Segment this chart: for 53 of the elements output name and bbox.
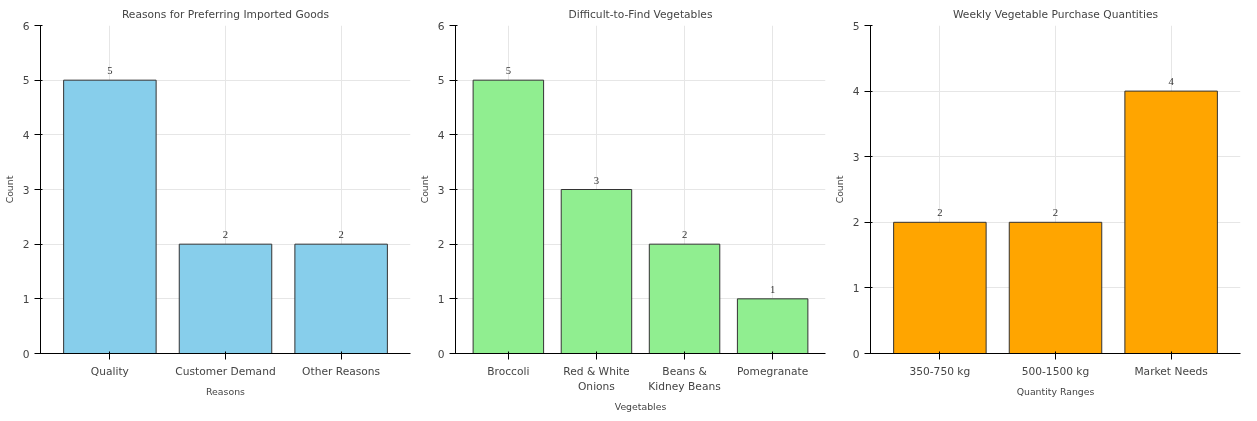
x-tick-label: Other Reasons	[302, 364, 381, 378]
data-label: 2	[1052, 207, 1059, 219]
x-tick-label: Red & White Onions	[563, 364, 630, 394]
y-tick-label: 3	[437, 183, 445, 197]
data-label: 3	[593, 174, 600, 186]
y-axis-title: Count	[418, 175, 430, 204]
x-axis-title: Reasons	[206, 385, 246, 397]
x-axis-title: Vegetables	[614, 401, 667, 413]
data-label: 2	[222, 229, 229, 241]
y-tick-label: 6	[22, 19, 30, 33]
y-tick-label: 4	[22, 128, 30, 142]
chart-title: Reasons for Preferring Imported Goods	[121, 7, 330, 21]
x-tick-label: 500-1500 kg	[1021, 364, 1090, 378]
y-tick-label: 1	[852, 281, 860, 295]
data-label: 2	[338, 229, 344, 241]
y-tick-label: 0	[437, 347, 445, 361]
chart-title: Weekly Vegetable Purchase Quantities	[952, 7, 1159, 21]
data-label: 5	[505, 65, 512, 77]
y-tick-label: 2	[852, 216, 860, 230]
y-tick-label: 4	[437, 128, 445, 142]
x-tick-label: Broccoli	[487, 364, 530, 378]
y-tick-label: 4	[852, 85, 860, 99]
y-tick-label: 3	[852, 150, 860, 164]
y-tick-label: 1	[22, 292, 30, 306]
y-axis-title: Count	[3, 175, 15, 204]
data-label: 2	[937, 207, 943, 219]
bar	[560, 189, 633, 354]
x-tick-label: Market Needs	[1134, 364, 1209, 378]
x-tick-label: Beans & Kidney Beans	[648, 364, 722, 394]
data-label: 2	[681, 229, 688, 241]
x-axis-title: Quantity Ranges	[1016, 385, 1095, 397]
chart-title: Difficult-to-Find Vegetables	[568, 7, 713, 21]
y-tick-label: 5	[852, 19, 860, 33]
y-tick-label: 0	[22, 347, 30, 361]
bar	[648, 243, 721, 354]
bar	[736, 298, 809, 354]
x-tick-label: 350-750 kg	[909, 364, 971, 378]
x-tick-label: Customer Demand	[175, 364, 276, 378]
bar	[472, 79, 545, 354]
y-tick-label: 5	[437, 74, 445, 88]
x-tick-label: Pomegranate	[737, 364, 809, 378]
data-label: 4	[1168, 76, 1175, 88]
y-tick-label: 5	[22, 74, 30, 88]
data-label: 1	[769, 283, 776, 295]
x-tick-label: Quality	[90, 364, 129, 378]
y-tick-label: 2	[22, 238, 30, 252]
y-tick-label: 0	[852, 347, 860, 361]
y-tick-label: 2	[437, 238, 445, 252]
data-label: 5	[107, 65, 113, 77]
y-tick-label: 1	[437, 292, 445, 306]
y-tick-label: 6	[437, 19, 445, 33]
y-axis-title: Count	[833, 175, 845, 204]
y-tick-label: 3	[22, 183, 30, 197]
